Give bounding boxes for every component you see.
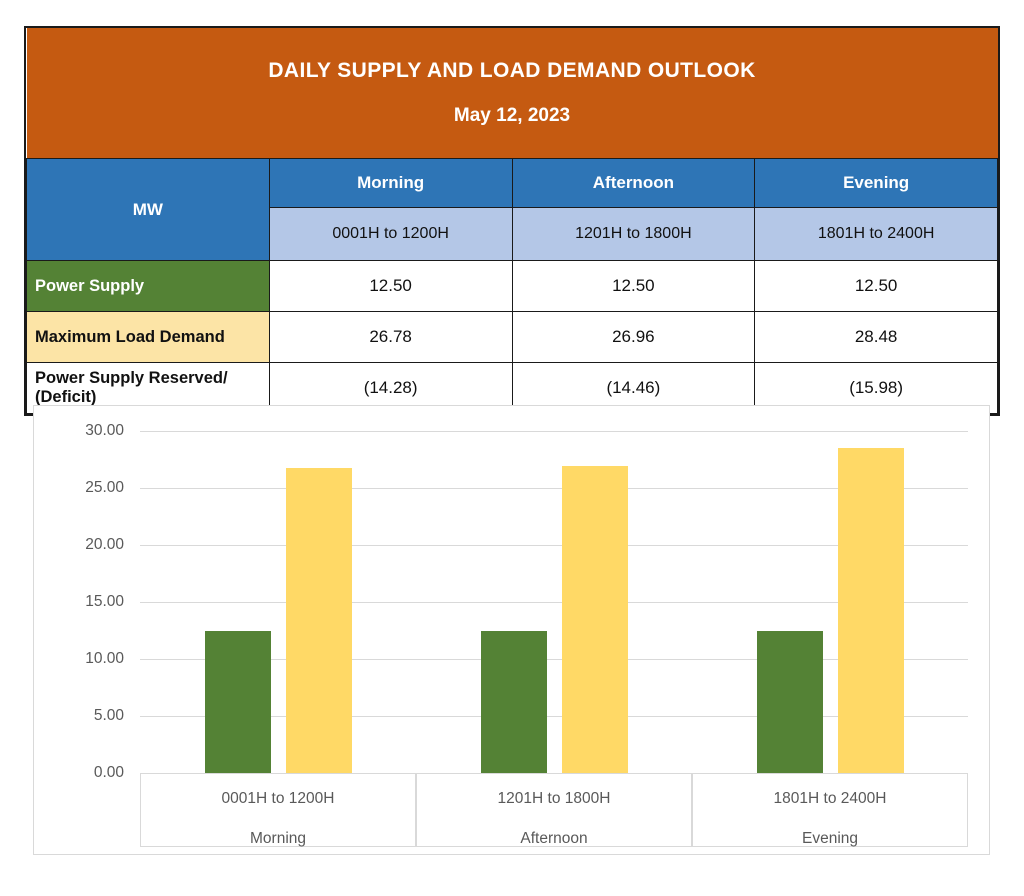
supply-demand-table: DAILY SUPPLY AND LOAD DEMAND OUTLOOK May… xyxy=(24,26,1000,416)
bar-maximum-load-demand-1 xyxy=(285,467,352,773)
bar-maximum-load-demand-2 xyxy=(561,465,628,773)
y-axis-tick-label: 25.00 xyxy=(85,479,124,496)
title-cell: DAILY SUPPLY AND LOAD DEMAND OUTLOOK May… xyxy=(26,28,998,159)
bar-power-supply-1 xyxy=(204,630,271,773)
gridline xyxy=(140,545,968,546)
y-axis-tick-label: 30.00 xyxy=(85,422,124,439)
row-label-maximum-load-demand: Maximum Load Demand xyxy=(26,311,270,363)
bar-maximum-load-demand-3 xyxy=(837,448,904,773)
row-label-power-supply: Power Supply xyxy=(26,260,270,312)
category-bottom-line xyxy=(140,846,968,847)
table-header-row-periods: MW Morning Afternoon Evening xyxy=(26,158,998,261)
x-axis-hours-label: 1201H to 1800H xyxy=(497,790,611,807)
x-axis-category-1: 0001H to 1200H Morning xyxy=(140,774,416,847)
page-title: DAILY SUPPLY AND LOAD DEMAND OUTLOOK xyxy=(268,59,756,82)
x-axis-period-label: Morning xyxy=(250,830,306,847)
report-date: May 12, 2023 xyxy=(453,105,571,127)
y-axis-tick-label: 20.00 xyxy=(85,536,124,553)
table-row: Power Supply 12.50 12.50 12.50 xyxy=(26,260,998,312)
y-axis-tick-label: 10.00 xyxy=(85,650,124,667)
gridline xyxy=(140,431,968,432)
x-axis-hours-label: 0001H to 1200H xyxy=(221,790,335,807)
hours-header-evening: 1801H to 2400H xyxy=(754,207,998,261)
table-title-row: DAILY SUPPLY AND LOAD DEMAND OUTLOOK May… xyxy=(26,28,998,159)
y-axis-tick-label: 5.00 xyxy=(93,707,124,724)
cell-max-load-afternoon: 26.96 xyxy=(511,311,756,363)
cell-max-load-morning: 26.78 xyxy=(268,311,513,363)
cell-power-supply-evening: 12.50 xyxy=(754,260,998,312)
bar-power-supply-3 xyxy=(756,630,823,773)
y-axis-tick-label: 15.00 xyxy=(85,593,124,610)
x-axis-hours-label: 1801H to 2400H xyxy=(773,790,887,807)
chart-plot-area: 0.00 5.00 10.00 15.00 20.00 25.00 30.00 0001H t… xyxy=(34,406,989,854)
x-axis-period-label: Afternoon xyxy=(520,830,588,847)
x-axis-category-3: 1801H to 2400H Evening xyxy=(692,774,968,847)
hours-header-morning: 0001H to 1200H xyxy=(268,207,513,261)
cell-max-load-evening: 28.48 xyxy=(754,311,998,363)
period-header-evening: Evening xyxy=(754,158,998,208)
gridline xyxy=(140,716,968,717)
unit-header-cell: MW xyxy=(26,158,270,261)
cell-power-supply-morning: 12.50 xyxy=(268,260,513,312)
cell-power-supply-afternoon: 12.50 xyxy=(511,260,756,312)
period-header-morning: Morning xyxy=(268,158,513,208)
bar-power-supply-2 xyxy=(480,630,547,773)
gridline xyxy=(140,488,968,489)
gridline xyxy=(140,773,968,774)
x-axis-category-2: 1201H to 1800H Afternoon xyxy=(416,774,692,847)
table-header-row-hours: 0001H to 1200H 1201H to 1800H 1801H to 2… xyxy=(27,207,998,261)
y-axis-tick-label: 0.00 xyxy=(93,764,124,781)
period-header-afternoon: Afternoon xyxy=(511,158,756,208)
gridline xyxy=(140,659,968,660)
table-row: Maximum Load Demand 26.78 26.96 28.48 xyxy=(26,311,998,363)
supply-demand-bar-chart: 0.00 5.00 10.00 15.00 20.00 25.00 30.00 0001H t… xyxy=(33,405,990,855)
x-axis-period-label: Evening xyxy=(801,830,858,847)
gridline xyxy=(140,602,968,603)
hours-header-afternoon: 1201H to 1800H xyxy=(511,207,756,261)
